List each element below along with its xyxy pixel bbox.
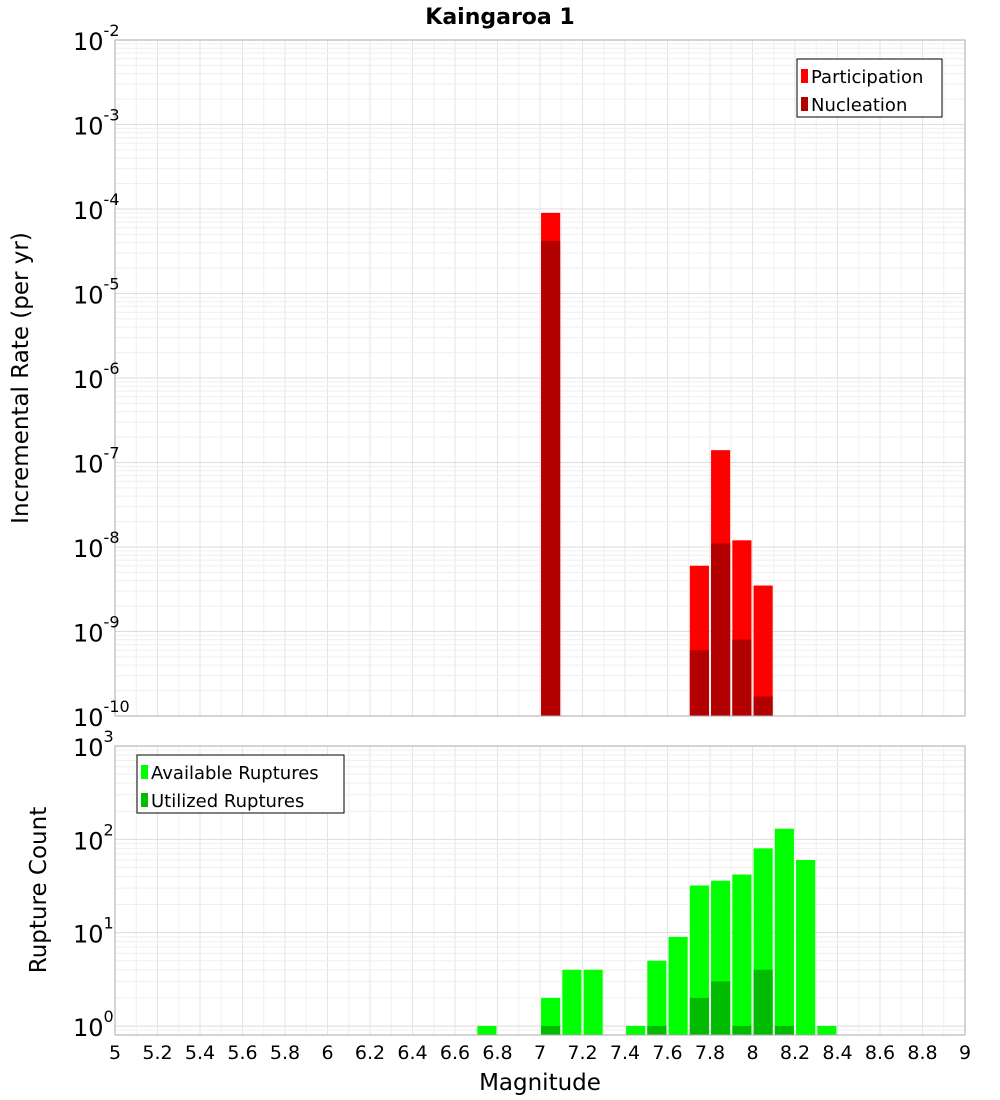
rate-y-tick-label: 10-4	[73, 190, 120, 225]
rate-y-tick-label: 10-5	[73, 275, 120, 310]
x-tick-label: 7.6	[652, 1042, 682, 1064]
rate-bar-series2	[689, 650, 709, 716]
count-bar-series2	[753, 969, 773, 1035]
x-axis-label: Magnitude	[479, 1070, 601, 1096]
count-bar-series1	[626, 1025, 646, 1035]
rate-y-tick-label: 10-9	[73, 613, 120, 648]
rate-y-tick-label: 10-6	[73, 359, 120, 394]
rate-panel: 10-10 10-9 10-8 10-7 10-6 10-5 10-4 10-3 10-2 In…	[8, 21, 966, 732]
count-bar-series2	[711, 981, 731, 1035]
rate-legend-box	[796, 58, 943, 118]
count-bar-series1	[668, 936, 688, 1035]
count-legend-label: Available Ruptures	[151, 763, 319, 784]
count-bar-series1	[796, 860, 816, 1035]
rate-y-tick-label: 10-8	[73, 528, 120, 563]
count-bar-series1	[583, 969, 603, 1035]
x-tick-label: 8.2	[780, 1042, 810, 1064]
count-bar-series1	[817, 1025, 837, 1035]
x-tick-label: 6	[321, 1042, 333, 1064]
count-bar-series1	[647, 960, 667, 1035]
x-tick-label: 7	[534, 1042, 546, 1064]
x-tick-label: 8	[746, 1042, 758, 1064]
count-legend-label: Utilized Ruptures	[151, 791, 304, 812]
rate-legend-label: Nucleation	[811, 95, 907, 116]
count-bar-series1	[541, 997, 561, 1035]
rate-y-axis-label: Incremental Rate (per yr)	[8, 232, 34, 524]
count-y-tick-label: 100	[73, 1007, 114, 1042]
rate-bars	[541, 212, 773, 716]
rate-y-tick-label: 10-3	[73, 106, 120, 141]
x-tick-label: 8.8	[907, 1042, 937, 1064]
rate-grid	[114, 39, 966, 717]
x-tick-label: 7.8	[695, 1042, 725, 1064]
rate-legend-label: Participation	[811, 67, 923, 88]
x-tick-label: 6.2	[355, 1042, 385, 1064]
x-tick-label: 6.8	[482, 1042, 512, 1064]
x-tick-label: 8.6	[865, 1042, 895, 1064]
x-tick-label: 6.6	[440, 1042, 470, 1064]
count-y-tick-label: 101	[73, 914, 114, 949]
x-tick-label: 5	[109, 1042, 121, 1064]
x-tick-label: 5.8	[270, 1042, 300, 1064]
x-tick-label: 7.2	[567, 1042, 597, 1064]
rate-bar-series1	[753, 585, 773, 716]
count-y-tick-label: 103	[73, 727, 114, 762]
rate-y-tick-label: 10-10	[73, 697, 130, 732]
count-x-ticks: 5 5.2 5.4 5.6 5.8 6 6.2 6.4 6.6 6.8 7 7.2 7.4 7.6 7.8 8…	[109, 1042, 971, 1064]
rate-legend-swatch	[801, 97, 808, 111]
x-tick-label: 5.4	[185, 1042, 215, 1064]
rate-legend: Participation Nucleation	[796, 58, 943, 118]
count-bar-series2	[689, 997, 709, 1035]
count-bar-series2	[774, 1025, 794, 1035]
count-bars	[477, 828, 837, 1035]
count-y-tick-label: 102	[73, 820, 114, 855]
count-bar-series1	[689, 885, 709, 1035]
x-tick-label: 5.6	[227, 1042, 257, 1064]
x-tick-label: 6.4	[397, 1042, 427, 1064]
count-bar-series1	[774, 828, 794, 1035]
count-panel: 100 101 102 103 5 5.2 5.4 5.6 5.8 6 6.2 6.4 6.6 6.8 7…	[26, 727, 971, 1096]
count-legend-box	[136, 754, 345, 814]
rate-bar-series2	[753, 696, 773, 716]
x-tick-label: 7.4	[610, 1042, 640, 1064]
chart-title: Kaingaroa 1	[425, 5, 574, 30]
count-bar-series1	[732, 874, 752, 1035]
count-y-axis-label: Rupture Count	[26, 807, 52, 973]
count-y-ticks: 100 101 102 103	[73, 727, 114, 1042]
count-legend-swatch	[141, 793, 148, 807]
count-bar-series1	[562, 969, 582, 1035]
rate-plot-frame	[114, 39, 966, 717]
count-plot-frame	[114, 745, 966, 1036]
rate-legend-swatch	[801, 69, 808, 83]
x-tick-label: 9	[959, 1042, 971, 1064]
rate-y-tick-label: 10-2	[73, 21, 120, 56]
count-legend-swatch	[141, 765, 148, 779]
rate-bar-series2	[541, 240, 561, 716]
rate-bar-series2	[711, 543, 731, 716]
count-legend: Available Ruptures Utilized Ruptures	[136, 754, 345, 814]
x-tick-label: 5.2	[142, 1042, 172, 1064]
count-bar-series1	[477, 1025, 497, 1035]
rate-bar-series2	[732, 639, 752, 716]
rate-y-tick-label: 10-7	[73, 444, 120, 479]
count-bar-series2	[732, 1025, 752, 1035]
count-bar-series2	[541, 1025, 561, 1035]
count-bar-series2	[647, 1025, 667, 1035]
x-tick-label: 8.4	[822, 1042, 852, 1064]
